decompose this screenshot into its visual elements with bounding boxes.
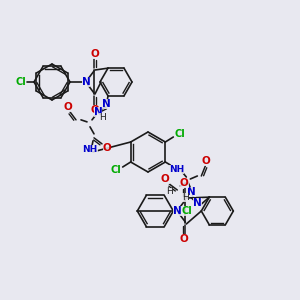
Text: N: N	[193, 198, 202, 208]
Text: Cl: Cl	[16, 77, 26, 87]
Text: N: N	[94, 107, 102, 117]
Text: H: H	[182, 193, 189, 202]
Text: NH: NH	[169, 164, 184, 173]
Text: N: N	[102, 99, 110, 109]
Text: O: O	[202, 156, 211, 166]
Text: H: H	[166, 188, 173, 196]
Text: N: N	[82, 77, 90, 87]
Text: O: O	[180, 178, 189, 188]
Text: H: H	[99, 113, 105, 122]
Text: O: O	[180, 234, 189, 244]
Text: O: O	[64, 102, 72, 112]
Text: O: O	[161, 174, 170, 184]
Text: O: O	[91, 49, 99, 59]
Text: NH: NH	[82, 146, 98, 154]
Text: Cl: Cl	[182, 206, 193, 216]
Text: O: O	[103, 143, 111, 153]
Text: Cl: Cl	[175, 129, 186, 139]
Text: N: N	[187, 187, 196, 197]
Text: N: N	[173, 206, 182, 216]
Text: Cl: Cl	[110, 165, 121, 175]
Text: O: O	[91, 105, 99, 115]
